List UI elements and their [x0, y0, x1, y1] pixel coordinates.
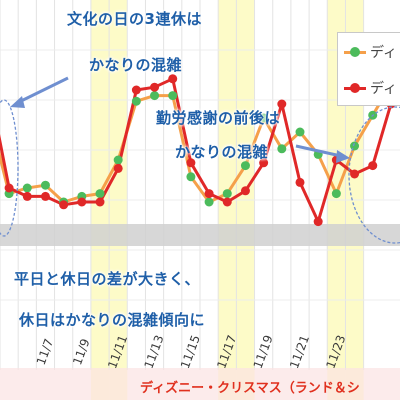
average-band	[0, 224, 400, 246]
arrow-right	[295, 144, 350, 163]
data-point-series-2	[277, 99, 287, 109]
x-tick-label: 11/9	[70, 337, 92, 367]
data-point-series-2	[295, 177, 305, 187]
gridlines	[0, 0, 400, 370]
data-point-series-2	[240, 186, 250, 196]
highlight-ellipse-right	[348, 106, 400, 244]
data-point-series-2	[59, 200, 69, 210]
data-point-series-1	[259, 113, 269, 123]
data-point-series-1	[186, 172, 196, 182]
christmas-band	[0, 368, 400, 400]
data-point-series-1	[22, 183, 32, 193]
data-point-series-2	[259, 158, 269, 168]
data-point-series-2	[4, 183, 14, 193]
christmas-event-label: ディズニー・クリスマス（ランド＆シ	[140, 381, 360, 396]
data-point-series-1	[150, 91, 160, 101]
data-point-series-2	[77, 197, 87, 207]
data-point-series-2	[368, 161, 378, 171]
data-point-series-1	[331, 189, 341, 199]
data-point-series-1	[131, 96, 141, 106]
annotation-weekday-line2: 休日はかなりの混雑傾向に	[19, 311, 206, 329]
highlight-ellipse-left	[0, 99, 19, 237]
data-point-series-1	[40, 180, 50, 190]
series-points	[4, 74, 396, 227]
legend-label-2: ディ	[370, 81, 398, 97]
x-tick-label: 11/7	[34, 337, 56, 367]
data-point-series-2	[95, 197, 105, 207]
data-point-series-1	[350, 141, 360, 151]
legend-swatch-marker	[350, 47, 360, 57]
legend-swatch-marker	[350, 83, 360, 93]
data-point-series-1	[240, 161, 250, 171]
legend-label-1: ディ	[370, 45, 398, 61]
annotation-kinro-line1: 勤労感謝の前後は	[156, 109, 281, 127]
x-axis-ticks: 11/7 11/9 11/11 11/13 11/15 11/17 11/19 11/21 11…	[34, 333, 349, 370]
annotation-weekday-line1: 平日と休日の差が大きく、	[14, 270, 201, 288]
data-point-series-1	[204, 197, 214, 207]
data-point-series-2	[131, 85, 141, 95]
data-point-series-1	[113, 155, 123, 165]
annotation-bunka-line2: かなりの混雑	[89, 56, 183, 74]
data-point-series-2	[222, 197, 232, 207]
data-point-series-2	[204, 189, 214, 199]
data-point-series-1	[277, 144, 287, 154]
data-point-series-1	[295, 127, 305, 137]
arrow-left	[10, 76, 69, 108]
data-point-series-1	[95, 189, 105, 199]
data-point-series-2	[186, 158, 196, 168]
data-point-series-2	[350, 169, 360, 179]
data-point-series-2	[168, 74, 178, 84]
data-point-series-1	[168, 91, 178, 101]
data-point-series-2	[22, 191, 32, 201]
data-point-series-2	[113, 163, 123, 173]
data-point-series-1	[222, 189, 232, 199]
data-point-series-2	[313, 217, 323, 227]
data-point-series-2	[150, 82, 160, 92]
annotation-bunka-line1: 文化の日の3連休は	[67, 10, 202, 28]
chart-legend: ディ ディ	[337, 32, 400, 106]
data-point-series-2	[40, 191, 50, 201]
annotation-kinro-line2: かなりの混雑	[175, 143, 269, 161]
